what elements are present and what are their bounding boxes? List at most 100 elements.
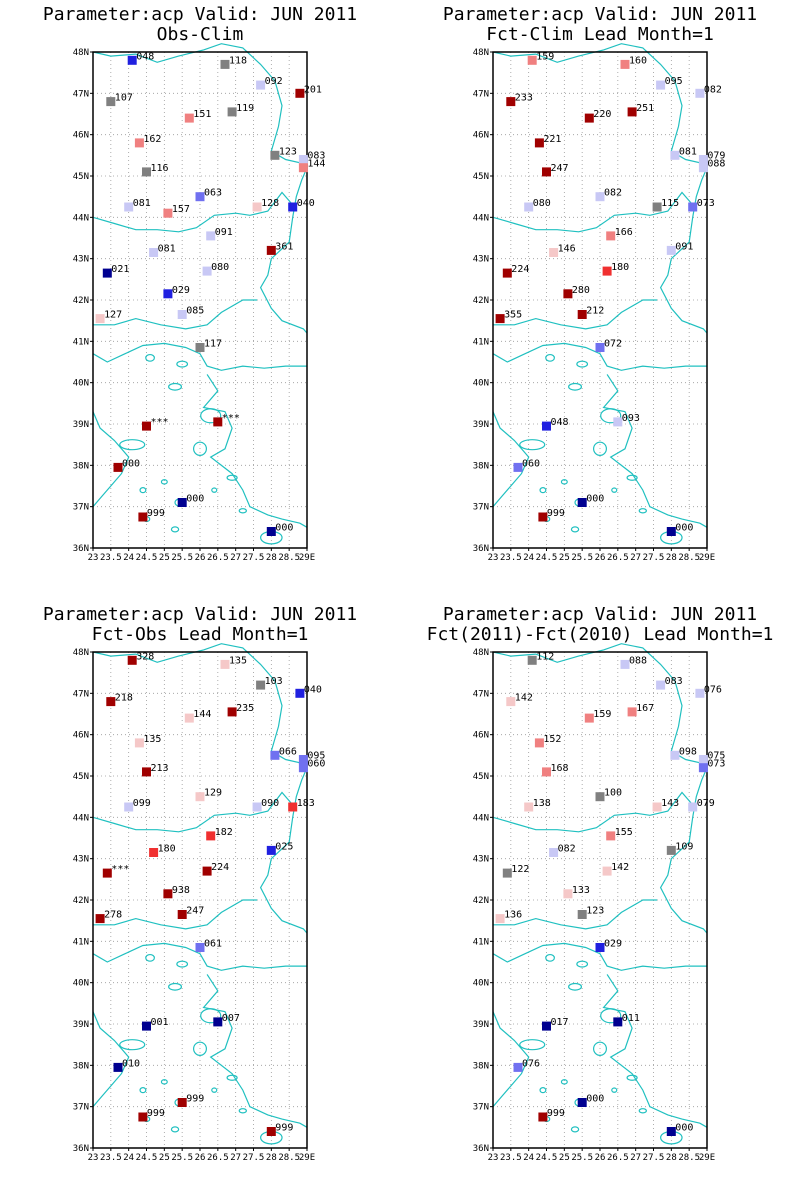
island: [139, 487, 147, 494]
station-value-label: 144: [193, 709, 211, 720]
island: [226, 1074, 238, 1081]
coast-line: [259, 767, 308, 934]
station-marker: [698, 163, 708, 173]
station-value-label: 155: [615, 827, 633, 838]
station-marker: [113, 1062, 123, 1072]
station-marker: [538, 1112, 548, 1122]
lat-tick-label: 40N: [473, 379, 489, 389]
lat-tick-label: 42N: [73, 896, 89, 906]
lat-tick-label: 44N: [473, 813, 489, 823]
station-value-label: 142: [611, 862, 629, 873]
station-marker: [142, 167, 151, 177]
lon-tick-label: 24: [123, 1153, 134, 1163]
station-marker: [670, 750, 680, 760]
station-value-label: 160: [629, 55, 647, 66]
station-value-label: 103: [265, 676, 283, 687]
station-value-label: 072: [604, 339, 622, 350]
station-value-label: 999: [147, 1108, 165, 1119]
station-marker: [698, 755, 708, 764]
station-marker: [652, 202, 662, 212]
lon-tick-label: 23: [88, 1153, 99, 1163]
station-value-label: 180: [158, 844, 176, 855]
lat-tick-label: 40N: [73, 979, 89, 989]
station-value-label: 278: [104, 910, 122, 921]
lat-tick-label: 44N: [473, 213, 489, 223]
station-marker: [163, 208, 173, 218]
station-value-label: 000: [122, 458, 140, 469]
lat-tick-label: 47N: [473, 689, 489, 699]
lat-tick-label: 37N: [473, 1103, 489, 1113]
lat-tick-label: 48N: [473, 648, 489, 658]
lon-tick-label: 24: [123, 553, 134, 563]
station-marker: [295, 88, 305, 98]
lon-tick-label: 27.5: [243, 553, 265, 563]
island: [560, 479, 568, 485]
island: [211, 1087, 218, 1093]
station-value-label: 099: [133, 798, 151, 809]
station-marker: [620, 659, 630, 669]
coast-line: [93, 299, 258, 330]
station-marker: [206, 831, 216, 841]
station-marker: [220, 59, 230, 69]
station-value-label: 168: [551, 763, 569, 774]
station-value-label: 000: [275, 523, 293, 534]
station-marker: [613, 417, 623, 427]
station-marker: [577, 910, 587, 919]
station-marker: [298, 155, 308, 164]
station-marker: [506, 97, 516, 107]
station-value-label: 081: [133, 198, 151, 209]
station-value-label: 221: [543, 134, 561, 145]
panel-title: Parameter:acp Valid: JUN 2011: [443, 4, 757, 25]
station-value-label: 224: [511, 264, 529, 275]
lon-tick-label: 28.5: [678, 1153, 700, 1163]
station-marker: [695, 688, 705, 698]
station-marker: [266, 527, 276, 536]
station-marker: [577, 498, 587, 507]
lat-tick-label: 38N: [473, 461, 489, 471]
station-marker: [542, 421, 551, 431]
station-marker: [549, 848, 559, 857]
lon-tick-label: 24: [523, 553, 534, 563]
station-value-label: 066: [279, 746, 297, 757]
lat-tick-label: 41N: [473, 937, 489, 947]
station-marker: [502, 268, 512, 278]
station-value-label: 999: [547, 1108, 565, 1119]
island: [570, 526, 580, 533]
station-marker: [495, 914, 505, 924]
island: [139, 1087, 147, 1094]
station-value-label: 999: [147, 508, 165, 519]
lon-tick-label: 28.5: [278, 553, 300, 563]
lon-tick-label: 26: [595, 1153, 606, 1163]
station-marker: [256, 80, 266, 90]
station-marker: [627, 107, 637, 117]
lat-tick-label: 48N: [73, 648, 89, 658]
station-value-label: 000: [186, 494, 204, 505]
island: [519, 1039, 546, 1051]
station-marker: [102, 268, 112, 278]
island: [226, 474, 238, 481]
station-value-label: 073: [697, 198, 715, 209]
map-panel-4: Parameter:acp Valid: JUN 2011Fct(2011)-F…: [427, 604, 774, 1163]
coast-line: [92, 791, 294, 833]
station-value-label: 090: [261, 798, 279, 809]
station-marker: [298, 763, 308, 773]
station-marker: [202, 266, 212, 276]
station-value-label: 082: [704, 84, 722, 95]
station-value-label: 083: [665, 676, 683, 687]
station-marker: [163, 289, 173, 299]
lat-tick-label: 38N: [73, 461, 89, 471]
lon-tick-label: 27.5: [643, 553, 665, 563]
lat-tick-label: 44N: [73, 213, 89, 223]
station-value-label: 123: [586, 906, 604, 917]
station-value-label: 076: [704, 684, 722, 695]
station-marker: [163, 889, 173, 899]
station-value-label: 999: [186, 1094, 204, 1105]
island: [238, 508, 247, 514]
lat-tick-label: 38N: [473, 1061, 489, 1071]
lon-tick-label: 25.5: [571, 1153, 593, 1163]
station-value-label: 142: [515, 693, 533, 704]
station-value-label: 213: [151, 763, 169, 774]
station-value-label: 095: [665, 76, 683, 87]
